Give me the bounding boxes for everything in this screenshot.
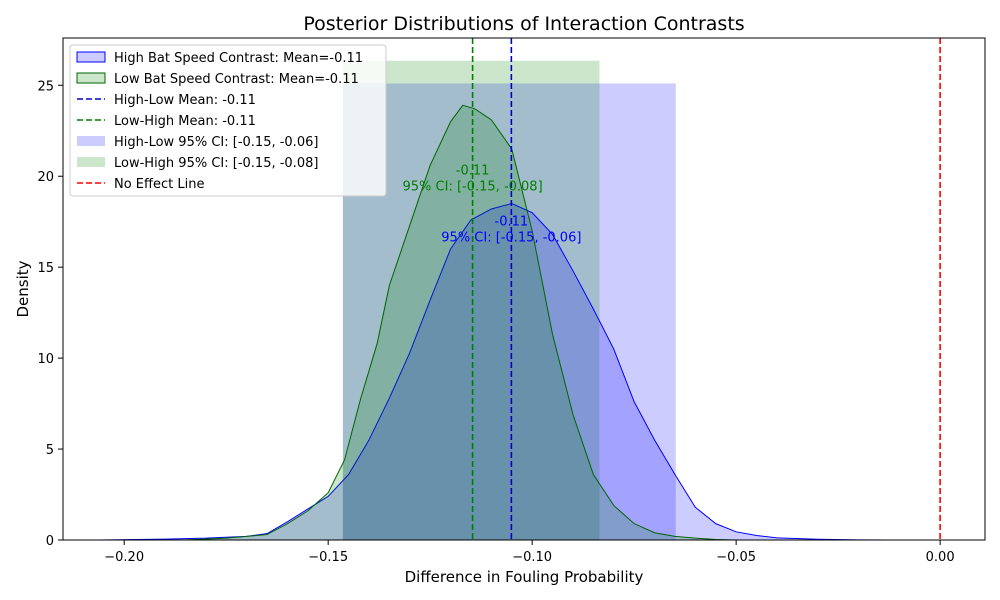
x-axis: −0.20 −0.15 −0.10 −0.05 0.00	[104, 540, 955, 565]
x-tick-label: −0.20	[104, 550, 144, 565]
legend-swatch	[76, 72, 106, 84]
legend-entry: Low-High Mean: -0.11	[77, 114, 256, 129]
legend-entry: High-Low 95% CI: [-0.15, -0.06]	[77, 135, 318, 150]
y-tick-label: 15	[37, 261, 54, 276]
ci-band-high-low	[342, 83, 676, 541]
legend-label: High-Low Mean: -0.11	[114, 93, 256, 108]
x-tick-label: −0.05	[716, 550, 756, 565]
legend-box	[69, 44, 387, 197]
y-tick-label: 25	[37, 79, 54, 94]
legend-entry: No Effect Line	[77, 177, 204, 192]
legend-label: Low-High Mean: -0.11	[114, 114, 256, 129]
low-bat-speed-density-line	[185, 104, 737, 541]
x-axis-label: Difference in Fouling Probability	[405, 568, 644, 586]
plot-frame	[62, 37, 986, 541]
annotation-text: -0.11	[495, 214, 529, 229]
y-tick-label: 5	[46, 443, 54, 458]
high-bat-speed-density-fill	[99, 203, 896, 540]
legend-entry: High-Low Mean: -0.11	[77, 93, 256, 108]
x-tick-label: −0.10	[512, 550, 552, 565]
x-tick-label: 0.00	[926, 550, 955, 565]
legend-entry: High Bat Speed Contrast: Mean=-0.11	[76, 51, 363, 66]
y-tick-label: 10	[37, 352, 54, 367]
y-axis-label: Density	[14, 260, 32, 317]
legend-label: High-Low 95% CI: [-0.15, -0.06]	[114, 135, 318, 150]
chart-title: Posterior Distributions of Interaction C…	[303, 13, 744, 35]
legend-entry: Low Bat Speed Contrast: Mean=-0.11	[76, 72, 359, 87]
legend-label: High Bat Speed Contrast: Mean=-0.11	[114, 51, 363, 66]
annotation-text: 95% CI: [-0.15, -0.06]	[441, 230, 581, 245]
annotation-text: -0.11	[456, 163, 490, 178]
legend-swatch	[77, 157, 105, 167]
y-axis: 0 5 10 15 20 25	[37, 79, 63, 549]
low-bat-speed-density-fill	[185, 105, 737, 541]
legend-label: Low Bat Speed Contrast: Mean=-0.11	[114, 72, 359, 87]
x-tick-label: −0.15	[308, 550, 348, 565]
legend-entry: Low-High 95% CI: [-0.15, -0.08]	[77, 156, 318, 171]
legend-swatch	[76, 51, 106, 63]
legend-swatch	[77, 136, 105, 146]
annotation-text: 95% CI: [-0.15, -0.08]	[403, 179, 543, 194]
y-tick-label: 20	[37, 170, 54, 185]
legend-label: Low-High 95% CI: [-0.15, -0.08]	[114, 156, 318, 171]
y-tick-label: 0	[46, 534, 54, 549]
legend: High Bat Speed Contrast: Mean=-0.11 Low B…	[69, 44, 387, 197]
legend-label: No Effect Line	[114, 177, 204, 192]
